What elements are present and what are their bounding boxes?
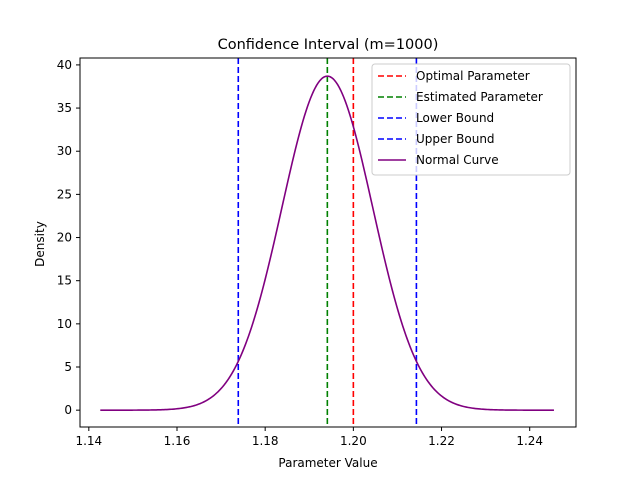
vertical-lines xyxy=(237,58,418,427)
y-axis-ticks: 0 5 10 15 20 25 30 35 40 xyxy=(57,58,80,417)
legend-label: Estimated Parameter xyxy=(416,90,543,104)
y-tick-label: 30 xyxy=(57,144,72,158)
legend-box xyxy=(371,63,571,176)
legend-label: Lower Bound xyxy=(416,111,494,125)
y-tick-label: 40 xyxy=(57,58,72,72)
y-tick-label: 25 xyxy=(57,187,72,201)
x-tick-label: 1.20 xyxy=(340,434,367,448)
legend-label: Normal Curve xyxy=(416,153,499,167)
y-tick-label: 15 xyxy=(57,274,72,288)
legend-label: Optimal Parameter xyxy=(416,69,530,83)
y-tick-label: 20 xyxy=(57,231,72,245)
y-tick-label: 5 xyxy=(64,360,72,374)
x-tick-label: 1.22 xyxy=(428,434,455,448)
x-tick-label: 1.16 xyxy=(164,434,191,448)
y-axis-label: Density xyxy=(33,221,47,267)
y-tick-label: 0 xyxy=(64,403,72,417)
y-tick-label: 10 xyxy=(57,317,72,331)
axes-frame xyxy=(79,57,577,428)
x-tick-label: 1.18 xyxy=(252,434,279,448)
legend-label: Upper Bound xyxy=(416,132,495,146)
curve-group xyxy=(100,75,554,411)
x-axis-ticks: 1.14 1.16 1.18 1.20 1.22 1.24 xyxy=(75,427,543,448)
chart-title: Confidence Interval (m=1000) xyxy=(218,37,439,53)
x-tick-label: 1.14 xyxy=(75,434,102,448)
x-axis-label: Parameter Value xyxy=(278,456,377,470)
x-tick-label: 1.24 xyxy=(516,434,543,448)
series-normal-curve xyxy=(100,75,554,411)
legend: Optimal Parameter Estimated Parameter Lowe… xyxy=(371,63,571,176)
y-tick-label: 35 xyxy=(57,101,72,115)
